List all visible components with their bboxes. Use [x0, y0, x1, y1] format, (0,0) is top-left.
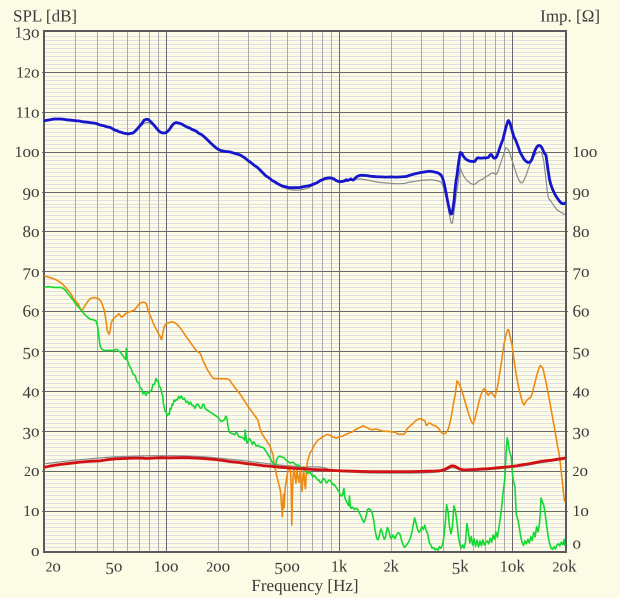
svg-text:Imp. [Ω]: Imp. [Ω]: [540, 7, 600, 26]
svg-text:1o: 1o: [573, 501, 589, 520]
svg-text:o: o: [573, 534, 582, 553]
svg-text:5​oo: 5​oo: [274, 557, 300, 579]
svg-text:2ok: 2ok: [553, 557, 577, 576]
svg-text:9​o: 9​o: [573, 182, 590, 204]
svg-text:8o: 8o: [23, 222, 40, 241]
svg-text:9​o: 9​o: [23, 182, 40, 204]
svg-text:5​o: 5​o: [573, 342, 590, 364]
svg-text:2k: 2k: [384, 557, 400, 576]
svg-text:SPL [dB]: SPL [dB]: [13, 7, 77, 26]
svg-text:5​k: 5​k: [452, 557, 470, 579]
svg-text:2o: 2o: [573, 461, 588, 480]
svg-text:12o: 12o: [16, 62, 39, 81]
svg-text:1oo: 1oo: [573, 142, 598, 161]
svg-text:Frequency [Hz]: Frequency [Hz]: [251, 576, 358, 595]
svg-text:2oo: 2oo: [206, 557, 230, 576]
svg-text:3​o: 3​o: [23, 421, 40, 443]
svg-text:6o: 6o: [573, 302, 590, 321]
svg-text:6o: 6o: [23, 302, 40, 321]
svg-text:3​o: 3​o: [573, 421, 590, 443]
svg-text:7​o: 7​o: [573, 262, 590, 284]
svg-text:o: o: [31, 541, 40, 560]
svg-text:2o: 2o: [24, 461, 39, 480]
svg-text:7​o: 7​o: [23, 262, 40, 284]
svg-text:1k: 1k: [331, 557, 348, 576]
svg-text:5​o: 5​o: [23, 342, 40, 364]
svg-text:11o: 11o: [16, 102, 40, 121]
svg-text:5​o: 5​o: [105, 557, 122, 579]
svg-text:4​o: 4​o: [23, 381, 40, 402]
svg-text:1oo: 1oo: [154, 557, 179, 576]
svg-text:8o: 8o: [573, 222, 590, 241]
svg-text:13​o: 13​o: [15, 23, 40, 45]
svg-text:4​o: 4​o: [573, 381, 590, 402]
svg-text:2o: 2o: [45, 557, 60, 576]
svg-text:1oo: 1oo: [15, 142, 40, 161]
svg-text:1ok: 1ok: [500, 557, 525, 576]
svg-text:1o: 1o: [23, 501, 39, 520]
